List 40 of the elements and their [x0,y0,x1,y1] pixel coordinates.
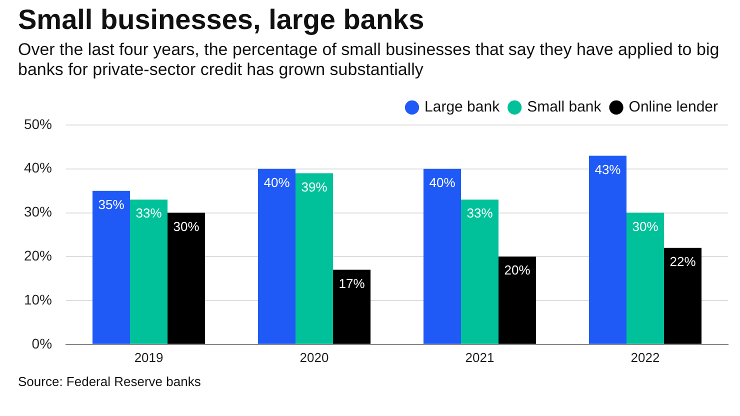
bar [461,200,499,344]
data-label: 40% [264,174,290,190]
bar [258,168,296,344]
data-label: 39% [301,179,328,194]
data-label: 30% [632,218,659,234]
x-tick-label: 2022 [630,350,660,365]
data-label: 22% [670,254,696,269]
bar [333,270,371,344]
y-tick-label: 50% [24,116,52,132]
chart-title: Small businesses, large banks [18,4,424,36]
data-label: 17% [338,276,366,291]
bar [588,156,626,344]
chart-subtitle: Over the last four years, the percentage of small businesses that say they have applied to big banks for private-sector credit has grown substantially [18,40,720,80]
bar [92,190,130,344]
data-label: 43% [594,162,622,177]
x-tick-label: 2021 [465,350,494,365]
y-tick-label: 20% [24,248,52,264]
bar [130,200,168,344]
data-label: 40% [429,174,456,190]
bar [423,168,461,344]
source-note: Source: Federal Reserve banks [18,374,201,389]
data-label: 35% [98,196,125,212]
legend-label: Large bank [424,98,500,116]
bar [626,212,664,344]
legend-label: Small bank [527,98,602,116]
x-tick-label: 2020 [300,350,329,365]
y-tick-label: 10% [24,291,52,308]
data-label: 30% [173,218,200,234]
legend-label: Online lender [628,98,718,116]
y-tick-label: 40% [24,160,52,176]
bar [664,248,702,344]
bar [498,256,536,344]
data-label: 33% [136,206,162,221]
y-tick-label: 0% [32,335,52,352]
bar [168,212,206,344]
y-tick-label: 30% [24,204,52,220]
x-tick-label: 2019 [134,350,164,365]
data-label: 20% [504,262,531,278]
bar [296,173,334,344]
data-label: 33% [466,206,494,221]
